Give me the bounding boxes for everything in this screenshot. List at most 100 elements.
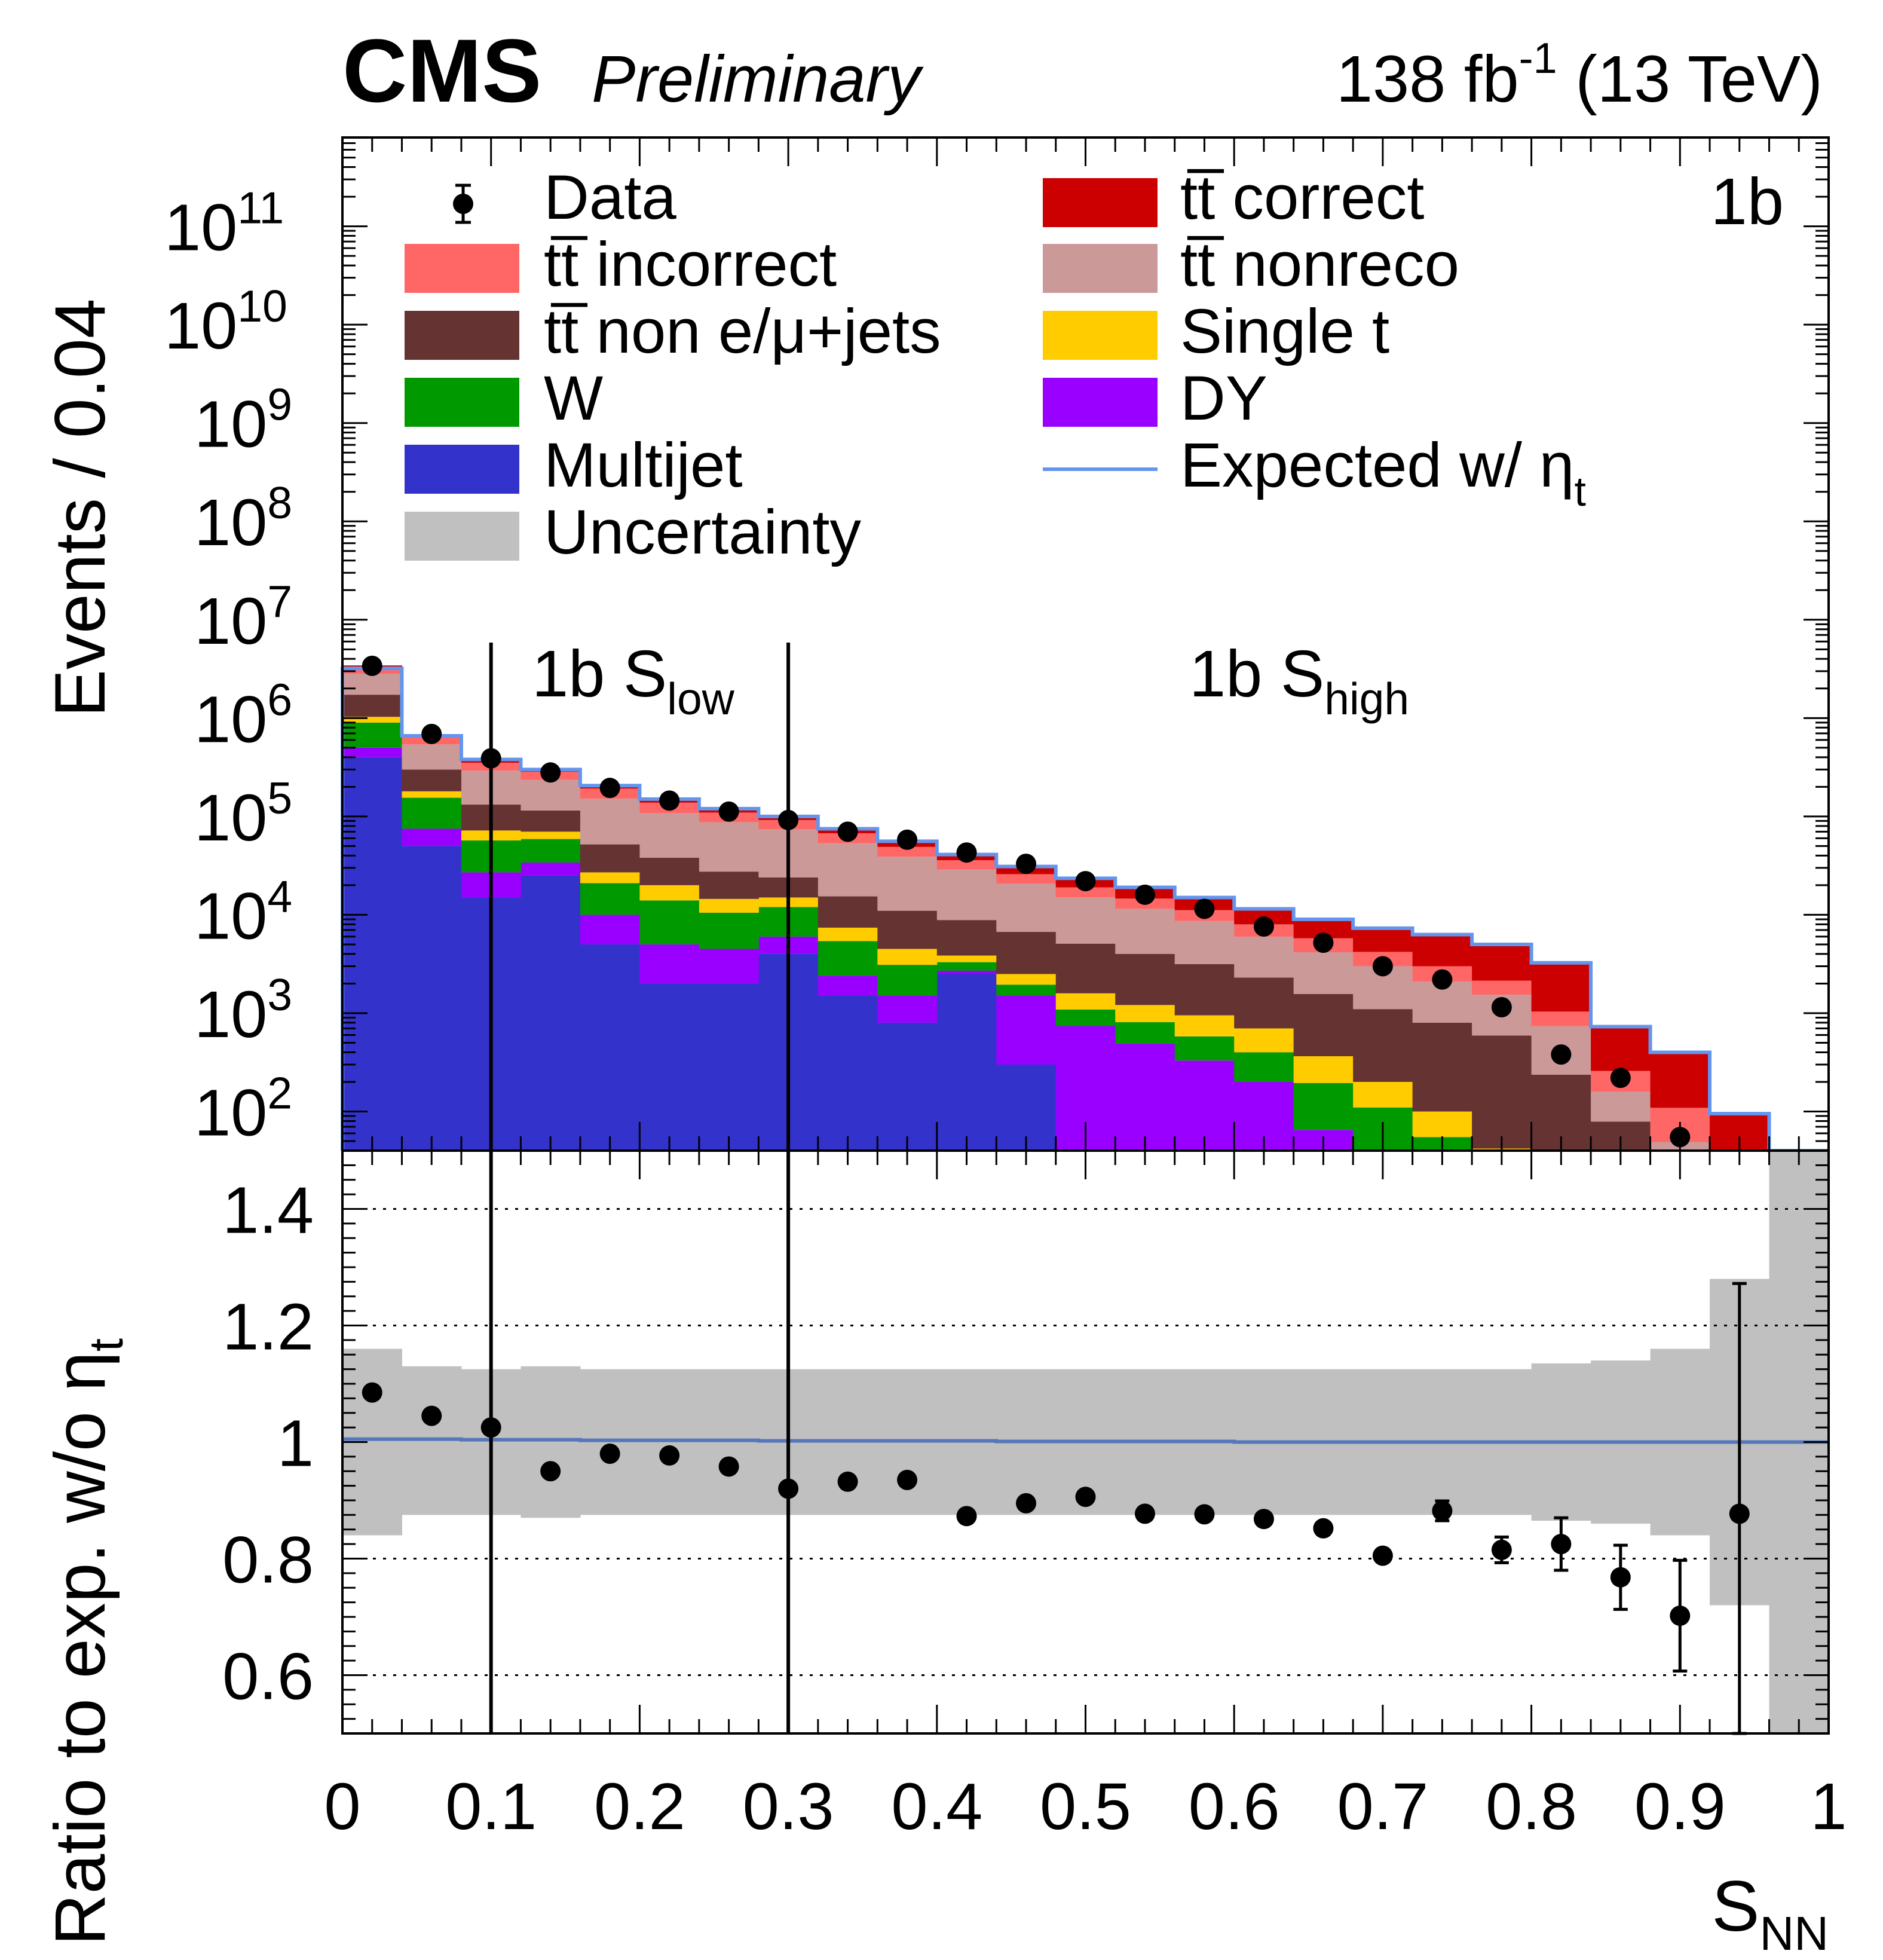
legend-w-label: W bbox=[544, 363, 603, 433]
bar-single-t bbox=[342, 717, 402, 723]
bar-tt-nonreco bbox=[1234, 936, 1294, 978]
region-low-sub: low bbox=[667, 674, 734, 724]
y-tick-exponent: 11 bbox=[237, 183, 284, 233]
bar-dy bbox=[996, 995, 1057, 1065]
bar-tt-nonreco bbox=[342, 673, 402, 695]
y-tick-label: 103 bbox=[194, 970, 292, 1051]
y-tick-exponent: 9 bbox=[267, 380, 292, 430]
energy-value: (13 TeV) bbox=[1557, 42, 1823, 116]
y-tick-exponent: 5 bbox=[267, 773, 292, 823]
ratio-point bbox=[1551, 1534, 1572, 1555]
bar-w bbox=[639, 900, 700, 944]
legend-w-swatch bbox=[405, 378, 519, 427]
bar-tt-non-ljets bbox=[1115, 953, 1175, 1005]
bar-tt-non-ljets bbox=[639, 858, 700, 885]
bar-tt-incorrect bbox=[996, 874, 1057, 884]
bar-tt-nonreco bbox=[1591, 1091, 1651, 1122]
x-tick-label: 0.2 bbox=[594, 1770, 685, 1843]
legend-uncertainty-swatch bbox=[405, 512, 519, 561]
legend-expected-sub: t bbox=[1575, 468, 1586, 515]
region-boundary-lines bbox=[489, 643, 791, 1733]
x-tick-label: 0.6 bbox=[1189, 1770, 1280, 1843]
bar-tt-nonreco bbox=[639, 813, 700, 858]
experiment-label: CMS bbox=[342, 20, 541, 121]
bar-multijet bbox=[877, 1022, 938, 1151]
bar-w bbox=[1293, 1083, 1354, 1130]
bar-w bbox=[580, 883, 640, 915]
bar-tt-non-ljets bbox=[699, 872, 759, 899]
y-tick-base: 10 bbox=[194, 388, 267, 461]
bar-tt-nonreco bbox=[402, 744, 462, 770]
bar-tt-nonreco bbox=[877, 857, 938, 911]
ratio-point bbox=[897, 1469, 918, 1490]
data-point bbox=[1432, 969, 1453, 990]
legend-tt-correct-swatch bbox=[1043, 178, 1158, 227]
bar-tt-non-ljets bbox=[402, 769, 462, 791]
region-high-sub: high bbox=[1324, 674, 1409, 724]
ratio-point bbox=[1610, 1567, 1631, 1588]
ratio-frame bbox=[341, 1149, 1830, 1735]
ratio-y-axis-title: Ratio to exp. w/o ηt bbox=[40, 1338, 133, 1946]
bar-tt-non-ljets bbox=[1174, 964, 1235, 1016]
y-tick-label: 108 bbox=[194, 478, 292, 559]
x-tick-labels: 0 0.1 0.2 0.3 0.4 0.5 0.6 0.7 0.8 0.9 1 bbox=[324, 1770, 1847, 1843]
ratio-point bbox=[1432, 1500, 1453, 1521]
ratio-point bbox=[659, 1445, 680, 1466]
bar-tt-incorrect bbox=[1472, 980, 1532, 995]
legend-tt-non-ljets-swatch bbox=[405, 311, 519, 360]
ratio-y-tick-label: 0.6 bbox=[222, 1640, 314, 1714]
bar-multijet bbox=[639, 983, 700, 1151]
bar-tt-non-ljets bbox=[936, 920, 997, 956]
bar-dy bbox=[639, 944, 700, 984]
y-tick-label: 1010 bbox=[164, 281, 287, 363]
bar-w bbox=[877, 965, 938, 996]
data-point bbox=[421, 723, 442, 744]
bar-dy bbox=[580, 915, 640, 944]
bar-tt-non-ljets bbox=[1293, 993, 1354, 1056]
legend-tt-nonreco-label: tt̅ nonreco bbox=[1180, 230, 1459, 299]
region-low-label: 1b Slow bbox=[532, 637, 735, 724]
legend-expected-label: Expected w/ ηt bbox=[1180, 430, 1586, 515]
ratio-point bbox=[1194, 1504, 1215, 1525]
stacked-histogram bbox=[341, 665, 1829, 1152]
bar-tt-nonreco bbox=[520, 779, 581, 811]
legend-uncertainty-label: Uncertainty bbox=[544, 497, 862, 567]
y-tick-base: 10 bbox=[194, 978, 267, 1051]
legend-tt-correct-label: tt̅ correct bbox=[1180, 163, 1424, 233]
bar-multijet bbox=[402, 846, 462, 1151]
bar-dy bbox=[1174, 1060, 1235, 1151]
y-tick-exponent: 8 bbox=[267, 478, 292, 528]
bar-tt-incorrect bbox=[1531, 1011, 1591, 1026]
bar-w bbox=[699, 912, 759, 949]
ratio-y-tick-label: 0.8 bbox=[222, 1524, 314, 1597]
data-point bbox=[1313, 932, 1334, 953]
ratio-panel: 0.6 0.8 1 1.2 1.4 bbox=[222, 1149, 1830, 1735]
bar-multijet bbox=[520, 875, 581, 1151]
ratio-point bbox=[1016, 1493, 1037, 1513]
top-y-axis-title: Events / 0.04 bbox=[40, 299, 120, 717]
y-tick-base: 10 bbox=[194, 486, 267, 559]
uncertainty-bin bbox=[520, 1366, 581, 1518]
x-tick-label: 0.4 bbox=[891, 1770, 982, 1843]
ratio-point bbox=[1729, 1503, 1750, 1524]
legend-single-t-label: Single t bbox=[1180, 296, 1389, 366]
lumi-value: 138 fb bbox=[1336, 42, 1519, 116]
bar-single-t bbox=[639, 885, 700, 901]
ratio-point bbox=[362, 1382, 382, 1403]
bar-tt-correct bbox=[1412, 935, 1472, 967]
ratio-point bbox=[1134, 1503, 1155, 1524]
bar-single-t bbox=[936, 955, 997, 962]
ratio-y-tick-labels: 0.6 0.8 1 1.2 1.4 bbox=[222, 1174, 314, 1714]
bar-tt-incorrect bbox=[1055, 887, 1116, 898]
y-tick-label: 1011 bbox=[164, 183, 284, 265]
bar-tt-non-ljets bbox=[1412, 1022, 1472, 1112]
bar-tt-correct bbox=[1591, 1026, 1651, 1071]
y-tick-exponent: 6 bbox=[267, 674, 292, 724]
data-point bbox=[1491, 996, 1512, 1017]
bar-single-t bbox=[520, 831, 581, 839]
legend-tt-non-ljets-label: tt̅ non e/μ+jets bbox=[544, 296, 941, 366]
ratio-point bbox=[1372, 1545, 1393, 1566]
y-tick-exponent: 10 bbox=[237, 281, 287, 331]
ratio-point bbox=[421, 1405, 442, 1426]
